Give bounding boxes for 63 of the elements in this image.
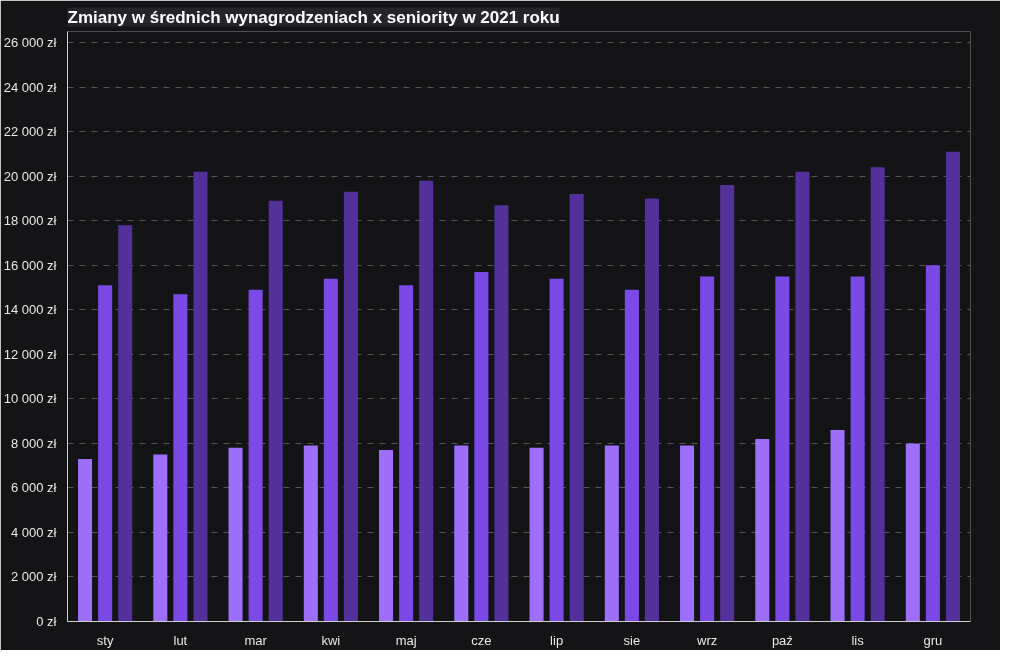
bar (98, 285, 113, 622)
bar (343, 191, 358, 622)
bar (644, 198, 659, 622)
x-tick-label: paź (771, 632, 793, 648)
x-tick-label: lut (173, 632, 188, 648)
bar (925, 265, 940, 622)
bar (775, 276, 790, 622)
x-tick-label: mar (244, 632, 268, 648)
chart-title: Zmiany w średnich wynagrodzeniach x seniority w 2021 roku (67, 7, 560, 27)
bar (905, 443, 920, 622)
bar (494, 205, 509, 622)
x-tick-label: gru (923, 632, 943, 648)
y-tick-label: 14 000 zł (3, 302, 57, 318)
bar (604, 445, 619, 622)
x-tick-label: wrz (696, 632, 718, 648)
bar (795, 171, 810, 622)
bar (118, 225, 133, 622)
bar (870, 167, 885, 622)
bar (569, 194, 584, 622)
bar (529, 447, 544, 622)
bar (193, 171, 208, 622)
bar (945, 151, 960, 622)
y-tick-label: 2 000 zł (10, 569, 57, 585)
bar (454, 445, 469, 622)
bar (830, 430, 845, 622)
y-tick-label: 24 000 zł (3, 79, 57, 95)
y-tick-label: 0 zł (36, 614, 57, 629)
bar (474, 271, 489, 622)
bar (78, 458, 93, 622)
x-tick-label: kwi (321, 632, 341, 648)
y-tick-label: 26 000 zł (3, 35, 57, 51)
bar (850, 276, 865, 622)
bar (624, 289, 639, 622)
x-tick-label: sty (96, 632, 114, 648)
bar (303, 445, 318, 622)
y-tick-label: 6 000 zł (10, 480, 57, 496)
y-tick-label: 10 000 zł (3, 391, 57, 407)
bar (399, 285, 414, 622)
y-tick-label: 12 000 zł (3, 346, 57, 362)
y-tick-label: 4 000 zł (10, 524, 57, 540)
bar (680, 445, 695, 622)
y-tick-label: 8 000 zł (10, 435, 57, 451)
x-tick-label: sie (623, 632, 641, 648)
bar (248, 289, 263, 622)
bar (228, 447, 243, 622)
x-tick-label: lip (550, 632, 564, 648)
bar (549, 278, 564, 622)
y-tick-label: 16 000 zł (3, 257, 57, 273)
x-tick-label: maj (395, 632, 417, 648)
bar (323, 278, 338, 622)
y-tick-label: 22 000 zł (3, 124, 57, 140)
bar (419, 180, 434, 622)
bar (173, 294, 188, 622)
bar (268, 200, 283, 622)
x-tick-label: lis (851, 632, 865, 648)
x-tick-label: cze (471, 632, 492, 648)
y-tick-label: 20 000 zł (3, 168, 57, 184)
y-tick-label: 18 000 zł (3, 213, 57, 229)
bar (720, 185, 735, 622)
bar (153, 454, 168, 622)
bar (755, 438, 770, 622)
bar (700, 276, 715, 622)
bar (379, 450, 394, 622)
